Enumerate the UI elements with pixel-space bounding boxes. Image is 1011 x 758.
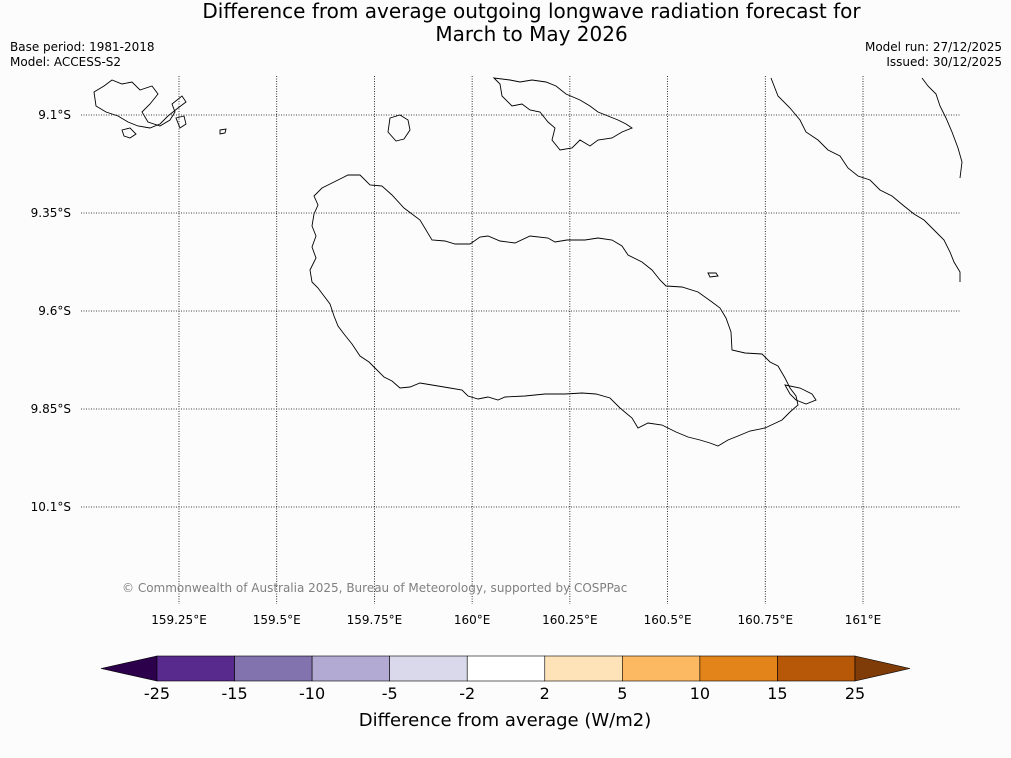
longitude-label: 159.75°E	[347, 613, 403, 627]
colorbar-tick-label: -2	[459, 684, 475, 703]
model-run-text: Model run: 27/12/2025	[864, 40, 1002, 54]
nw-islands-4	[219, 128, 227, 135]
colorbar-tick-label: -25	[144, 684, 170, 703]
longitude-label: 159.5°E	[253, 613, 301, 627]
longitude-label: 160.5°E	[644, 613, 692, 627]
colorbar-under-arrow	[100, 655, 158, 682]
meta-right: Model run: 27/12/2025 Issued: 30/12/2025	[865, 40, 1002, 70]
malaita-coast-north	[921, 77, 963, 179]
colorbar-tick-label: 15	[767, 684, 787, 703]
colorbar-bin	[466, 655, 546, 682]
chart-title: Difference from average outgoing longwav…	[0, 0, 1011, 46]
meta-left: Base period: 1981-2018 Model: ACCESS-S2	[10, 40, 155, 70]
longitude-label: 161°E	[845, 613, 882, 627]
small-island-2	[707, 272, 719, 278]
colorbar	[100, 655, 911, 682]
colorbar-bin	[544, 655, 623, 682]
latitude-labels: 9.1°S 9.35°S 9.6°S 9.85°S 10.1°S	[31, 108, 71, 514]
latitude-label: 9.35°S	[31, 206, 71, 220]
title-line-1: Difference from average outgoing longwav…	[202, 0, 861, 23]
main-island-coastline	[309, 174, 799, 447]
coastlines	[93, 77, 963, 447]
model-text: Model: ACCESS-S2	[10, 55, 122, 69]
colorbar-tick-label: -15	[221, 684, 247, 703]
santa-isabel-coast	[492, 77, 633, 151]
colorbar-bin	[156, 655, 235, 682]
longitude-label: 160.75°E	[737, 613, 793, 627]
small-island-1	[387, 114, 411, 142]
colorbar-bin	[777, 655, 856, 682]
longitude-labels: 159.25°E 159.5°E 159.75°E 160°E 160.25°E 160.…	[151, 613, 881, 627]
nw-islands-2	[121, 127, 137, 139]
colorbar-bin	[622, 655, 701, 682]
colorbar-tick-label: -5	[382, 684, 398, 703]
colorbar-title: Difference from average (W/m2)	[359, 710, 651, 731]
title-line-2: March to May 2026	[435, 22, 628, 46]
issued-text: Issued: 30/12/2025	[886, 55, 1002, 69]
colorbar-tick-label: 2	[540, 684, 550, 703]
longitude-label: 160.25°E	[542, 613, 598, 627]
longitude-label: 160°E	[454, 613, 491, 627]
colorbar-over-arrow	[854, 655, 911, 682]
colorbar-bin	[389, 655, 468, 682]
longitude-label: 159.25°E	[151, 613, 207, 627]
malaita-coast	[770, 77, 961, 282]
nw-islands-3	[175, 115, 187, 129]
latitude-label: 10.1°S	[31, 500, 71, 514]
islets-east	[784, 384, 817, 405]
colorbar-tick-label: -10	[299, 684, 325, 703]
colorbar-bin	[699, 655, 778, 682]
colorbar-tick-labels: -25 -15 -10 -5 -2 2 5 10 15 25	[144, 684, 865, 703]
latitude-label: 9.85°S	[31, 402, 71, 416]
colorbar-tick-label: 10	[690, 684, 710, 703]
latitude-label: 9.6°S	[38, 304, 71, 318]
colorbar-bin	[234, 655, 313, 682]
base-period-text: Base period: 1981-2018	[10, 40, 155, 54]
graticule	[81, 76, 960, 604]
colorbar-bin	[311, 655, 390, 682]
copyright-text: © Commonwealth of Australia 2025, Bureau…	[122, 581, 627, 595]
colorbar-tick-label: 5	[617, 684, 627, 703]
nw-islands-1	[93, 79, 187, 129]
colorbar-tick-label: 25	[845, 684, 865, 703]
latitude-label: 9.1°S	[38, 108, 71, 122]
